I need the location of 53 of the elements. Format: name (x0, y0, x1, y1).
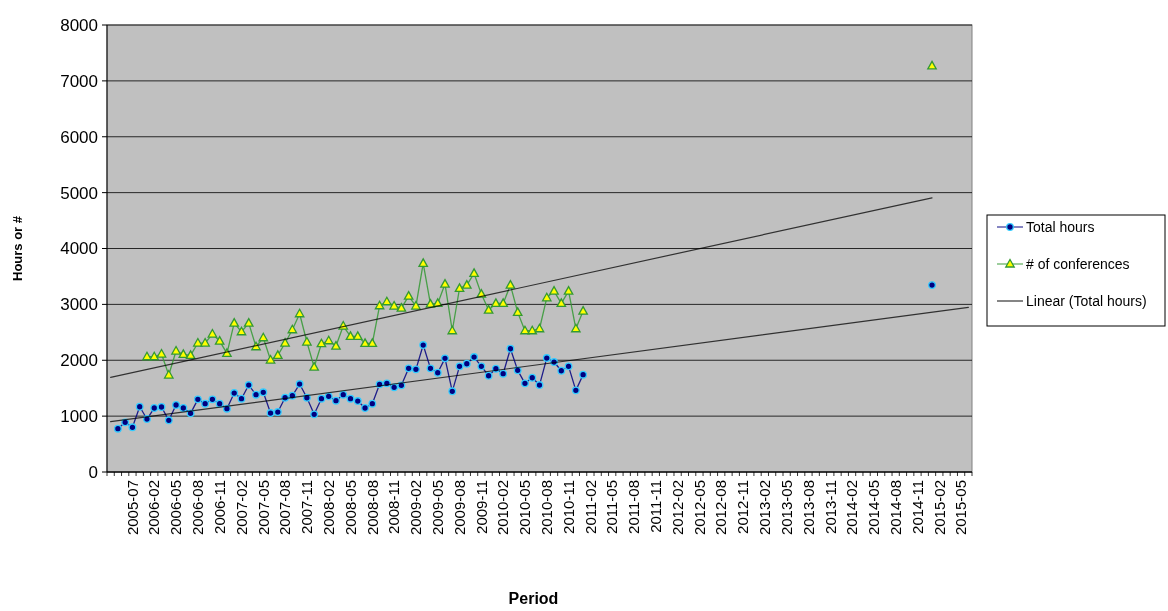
x-tick-label: 2008-05 (341, 480, 359, 536)
x-tick-label: 2014-08 (886, 480, 904, 536)
x-tick-label: 2008-08 (363, 480, 381, 536)
x-tick-label: 2015-05 (952, 480, 970, 536)
x-tick-label: 2009-02 (407, 480, 425, 536)
x-tick-label: 2008-11 (385, 480, 403, 534)
x-tick-label: 2007-02 (232, 480, 250, 536)
x-tick-label: 2011-08 (625, 480, 643, 534)
y-tick-label: 7000 (60, 71, 98, 91)
y-axis-title: Hours or # (10, 215, 25, 282)
x-tick-label: 2006-08 (189, 480, 207, 536)
x-tick-label: 2006-11 (210, 480, 228, 534)
x-tick-label: 2010-11 (559, 480, 577, 534)
legend-label: Total hours (1026, 218, 1095, 235)
y-tick-label: 4000 (60, 239, 98, 259)
x-tick-label: 2010-08 (538, 480, 556, 536)
x-tick-label: 2014-11 (908, 480, 926, 534)
x-tick-label: 2012-08 (712, 480, 730, 536)
y-tick-label: 5000 (60, 183, 98, 203)
x-axis-title: Period (508, 590, 559, 607)
x-tick-label: 2007-08 (276, 480, 294, 536)
y-tick-label: 2000 (60, 351, 98, 371)
legend-label: Linear (Total hours) (1026, 292, 1147, 309)
x-tick-label: 2009-11 (472, 480, 490, 534)
x-tick-label: 2012-05 (690, 480, 708, 536)
x-tick-label: 2010-02 (494, 480, 512, 536)
x-tick-label: 2013-05 (777, 480, 795, 536)
x-tick-label: 2010-05 (516, 480, 534, 536)
x-tick-label: 2011-02 (581, 480, 599, 534)
y-tick-label: 1000 (60, 407, 98, 427)
legend-label: # of conferences (1026, 255, 1130, 272)
x-tick-label: 2013-02 (756, 480, 774, 536)
x-tick-label: 2007-05 (254, 480, 272, 536)
x-tick-label: 2012-11 (734, 480, 752, 534)
x-tick-label: 2005-07 (123, 480, 141, 536)
y-tick-label: 3000 (60, 295, 98, 315)
x-tick-label: 2011-11 (647, 480, 665, 533)
x-tick-label: 2015-02 (930, 480, 948, 536)
x-tick-label: 2006-05 (167, 480, 185, 536)
x-tick-label: 2014-02 (843, 480, 861, 536)
x-tick-label: 2009-05 (428, 480, 446, 536)
x-tick-label: 2009-08 (450, 480, 468, 536)
x-tick-label: 2006-02 (145, 480, 163, 536)
y-tick-label: 6000 (60, 127, 98, 147)
x-tick-label: 2008-02 (319, 480, 337, 536)
x-tick-label: 2007-11 (298, 480, 316, 534)
x-tick-label: 2012-02 (668, 480, 686, 536)
x-tick-label: 2013-08 (799, 480, 817, 536)
y-tick-label: 8000 (60, 15, 98, 35)
x-tick-label: 2014-05 (865, 480, 883, 536)
x-tick-label: 2011-05 (603, 480, 621, 534)
x-tick-label: 2013-11 (821, 480, 839, 534)
y-tick-label: 0 (88, 462, 98, 482)
